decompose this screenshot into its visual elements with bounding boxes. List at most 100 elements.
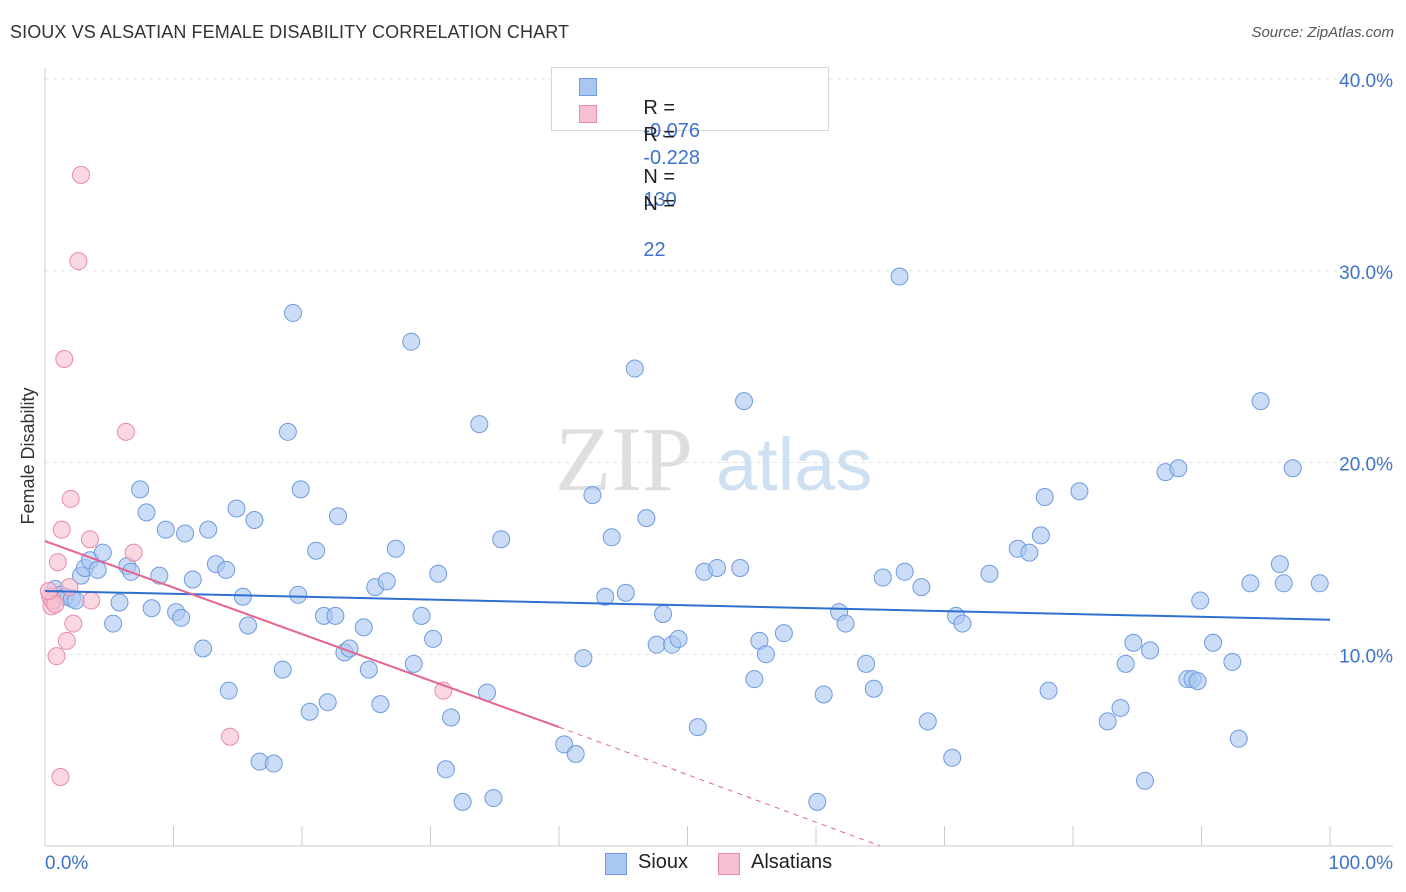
data-point	[1035, 488, 1054, 507]
data-point	[51, 767, 70, 786]
data-point	[918, 712, 937, 731]
data-point	[377, 572, 396, 591]
chart-title: SIOUX VS ALSATIAN FEMALE DISABILITY CORR…	[10, 22, 570, 42]
data-point	[402, 332, 421, 351]
data-point	[354, 618, 373, 637]
data-point	[116, 422, 135, 441]
data-point	[124, 543, 143, 562]
data-point	[1098, 712, 1117, 731]
data-point	[895, 562, 914, 581]
data-point	[61, 489, 80, 508]
y-tick-label: 20.0%	[1339, 455, 1393, 476]
data-point	[239, 616, 258, 635]
data-point	[1135, 771, 1154, 790]
data-point	[731, 558, 750, 577]
data-point	[566, 744, 585, 763]
data-point	[131, 480, 150, 499]
data-point	[774, 624, 793, 643]
data-point	[637, 509, 656, 528]
data-point	[857, 654, 876, 673]
data-point	[953, 614, 972, 633]
data-point	[808, 792, 827, 811]
data-point	[93, 543, 112, 562]
data-point	[183, 570, 202, 589]
x-tick-label: 100.0%	[1329, 853, 1394, 874]
correlation-legend: R = -0.076 N = 130 R = -0.228 N = 22	[551, 67, 829, 261]
data-point	[404, 654, 423, 673]
data-point	[221, 727, 240, 746]
data-point	[616, 583, 635, 602]
grid-lines	[45, 78, 1393, 655]
series-alsatians	[39, 165, 453, 786]
data-point	[150, 566, 169, 585]
data-point	[219, 681, 238, 700]
data-point	[1310, 574, 1329, 593]
data-point	[654, 604, 673, 623]
data-point	[194, 639, 213, 658]
legend-row-alsatians: R = -0.228 N = 22	[552, 101, 700, 261]
data-point	[284, 303, 303, 322]
data-point	[412, 606, 431, 625]
data-point	[1251, 392, 1270, 411]
data-point	[1111, 698, 1130, 717]
data-point	[484, 789, 503, 808]
data-point	[1188, 672, 1207, 691]
data-point	[583, 486, 602, 505]
data-point	[137, 503, 156, 522]
watermark: ZIP atlas	[555, 408, 872, 510]
data-point	[57, 631, 76, 650]
data-point	[1031, 526, 1050, 545]
bottom-legend-label-alsatians: Alsatians	[751, 851, 833, 873]
data-point	[745, 670, 764, 689]
data-point	[156, 520, 175, 539]
data-point	[1141, 641, 1160, 660]
data-point	[1223, 652, 1242, 671]
trend-line-extension	[558, 726, 881, 847]
data-point	[199, 520, 218, 539]
x-tick-label: 0.0%	[45, 853, 88, 874]
data-point	[943, 748, 962, 767]
data-point	[55, 349, 74, 368]
data-point	[602, 528, 621, 547]
data-point	[273, 660, 292, 679]
data-point	[453, 792, 472, 811]
legend-r-value: -0.076	[643, 120, 701, 142]
legend-n-label: N =	[643, 166, 676, 188]
data-point	[873, 568, 892, 587]
data-point	[1039, 681, 1058, 700]
data-point	[172, 608, 191, 627]
chart-source: Source: ZipAtlas.com	[1251, 24, 1394, 41]
data-point	[1169, 459, 1188, 478]
trend-lines	[44, 540, 1331, 847]
data-point	[596, 587, 615, 606]
data-point	[814, 685, 833, 704]
data-point	[245, 511, 264, 530]
data-point	[47, 647, 66, 666]
legend-swatch-sioux	[579, 78, 597, 96]
data-point	[82, 591, 101, 610]
bottom-legend-swatch-alsatians	[718, 853, 740, 875]
data-point	[424, 629, 443, 648]
data-point	[864, 679, 883, 698]
data-point	[688, 718, 707, 737]
data-point	[104, 614, 123, 633]
data-point	[359, 660, 378, 679]
data-point	[233, 587, 252, 606]
data-point	[48, 553, 67, 572]
data-point	[735, 392, 754, 411]
axes	[44, 68, 1393, 847]
data-point	[756, 645, 775, 664]
bottom-legend-swatch-sioux	[605, 853, 627, 875]
data-point	[574, 649, 593, 668]
y-axis-title: Female Disability	[18, 387, 38, 524]
data-point	[300, 702, 319, 721]
data-point	[470, 415, 489, 434]
data-point	[227, 499, 246, 518]
legend-r-value: -0.228	[643, 147, 701, 169]
data-point	[289, 585, 308, 604]
data-point	[291, 480, 310, 499]
data-point	[442, 708, 461, 727]
axis-labels: 10.0% 20.0% 30.0% 40.0% 0.0% 100.0% Female Dis…	[18, 71, 1393, 874]
trend-line-sioux	[44, 589, 1331, 621]
data-point	[1124, 633, 1143, 652]
